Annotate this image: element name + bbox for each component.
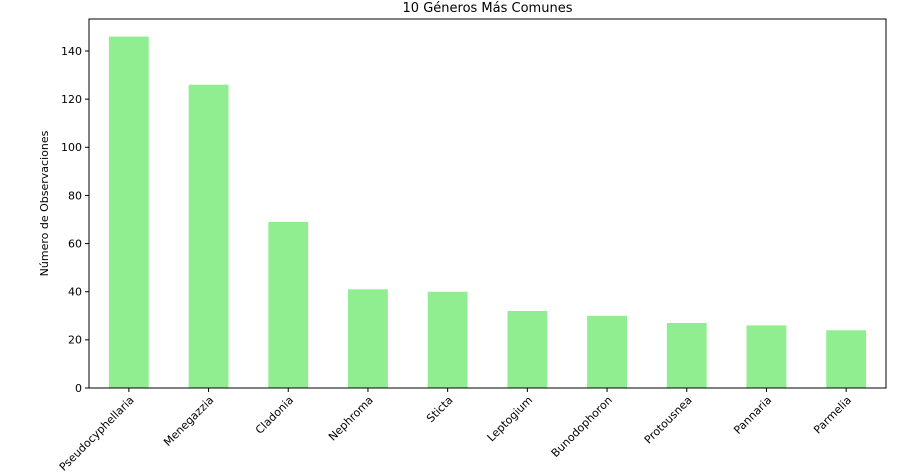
- x-tick-label: Parmelia: [811, 394, 854, 437]
- bar-leptogium: [507, 310, 548, 388]
- bar-nephroma: [348, 289, 388, 388]
- x-tick-label: Cladonia: [253, 394, 296, 437]
- x-tick-label: Sticta: [424, 394, 455, 425]
- x-axis: Pseudocyphellaria Menegazzia Cladonia Nephr…: [57, 388, 854, 474]
- bar-parmelia: [826, 330, 867, 388]
- bar-cladonia: [268, 221, 309, 388]
- bar-bunodophoron: [587, 315, 627, 388]
- y-tick-label: 60: [68, 237, 82, 250]
- y-tick-label: 100: [61, 141, 82, 154]
- x-tick-label: Leptogium: [485, 394, 536, 445]
- bar-menegazzia: [188, 84, 229, 389]
- plot-frame: [88, 18, 887, 389]
- bars-layer: [108, 36, 867, 389]
- bar-pseudocyphellaria: [108, 36, 149, 388]
- x-tick-label: Pseudocyphellaria: [57, 394, 137, 474]
- y-tick-label: 20: [68, 334, 82, 347]
- y-tick-label: 0: [75, 382, 82, 395]
- bar-sticta: [427, 291, 468, 388]
- bar-pannaria: [746, 325, 787, 388]
- y-tick-label: 80: [68, 189, 82, 202]
- y-tick-label: 120: [61, 93, 82, 106]
- x-tick-label: Protousnea: [642, 394, 695, 447]
- x-tick-label: Bunodophoron: [549, 394, 615, 460]
- x-tick-label: Pannaria: [731, 394, 774, 437]
- y-tick-label: 140: [61, 45, 82, 58]
- chart-title: 10 Géneros Más Comunes: [403, 1, 573, 16]
- y-tick-label: 40: [68, 286, 82, 299]
- bar-protousnea: [666, 323, 707, 388]
- x-tick-label: Menegazzia: [161, 394, 216, 449]
- x-tick-label: Nephroma: [326, 394, 376, 444]
- y-axis-label: Número de Observaciones: [38, 130, 51, 276]
- y-axis: 0 20 40 60 80 100 120 140: [61, 45, 89, 395]
